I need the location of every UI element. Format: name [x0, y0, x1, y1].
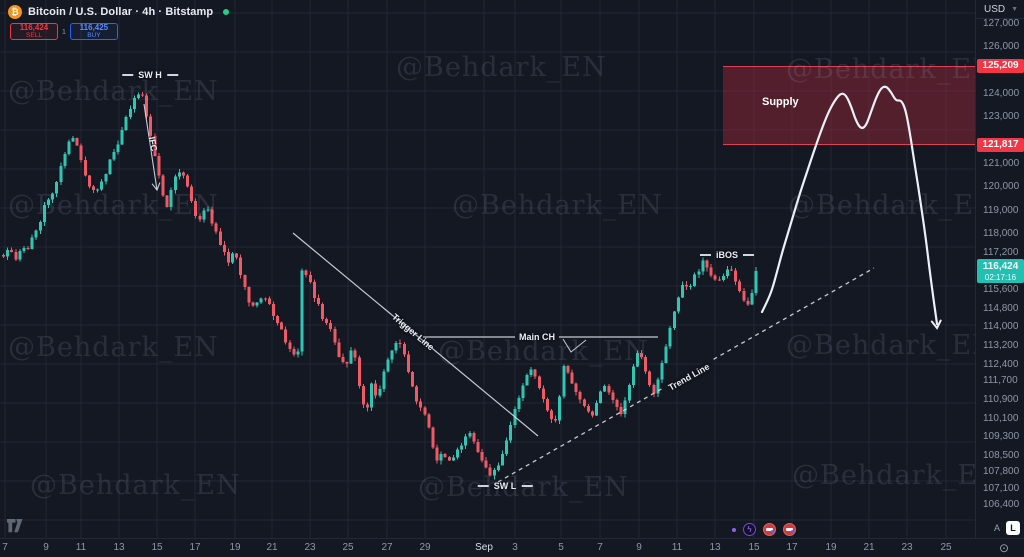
ibos-label[interactable]: iBOS — [700, 250, 754, 260]
time-tick: 11 — [671, 542, 683, 553]
tradingview-logo[interactable] — [7, 519, 24, 538]
time-tick: 7 — [597, 542, 603, 553]
price-tick: 117,200 — [983, 246, 1019, 258]
time-tick: 17 — [786, 542, 798, 553]
price-tick: 112,400 — [983, 358, 1019, 370]
time-tick: 21 — [266, 542, 278, 553]
price-tick: 108,500 — [983, 450, 1020, 461]
time-axis[interactable]: 7 9 11 13 15 17 19 21 23 25 27 29 Sep 3 5 7 9 11 13 15 17 19 2… — [0, 538, 1024, 557]
currency-label: USD — [984, 3, 1006, 15]
time-tick: 9 — [636, 542, 642, 553]
time-tick: 21 — [863, 542, 875, 553]
price-tick: 114,800 — [983, 302, 1019, 314]
event-marker-red-icon[interactable] — [783, 523, 796, 536]
currency-dropdown[interactable]: USD ▼ — [976, 0, 1024, 19]
price-tick: 126,000 — [983, 41, 1020, 52]
event-marker-red-icon[interactable] — [763, 523, 776, 536]
time-tick: 17 — [189, 542, 201, 553]
sell-price: 116,424 — [19, 22, 49, 32]
price-tick: 120,000 — [983, 181, 1020, 193]
time-tick: 23 — [304, 542, 316, 553]
supply-bottom-price-label: 121,817 — [977, 137, 1024, 152]
time-tick: 3 — [512, 542, 518, 553]
sell-button[interactable]: 116,424 SELL — [10, 23, 58, 40]
time-tick: 7 — [2, 542, 8, 553]
chart-header: ₿ Bitcoin / U.S. Dollar · 4h · Bitstamp … — [8, 4, 230, 40]
swing-high-label[interactable]: SW H — [122, 70, 178, 80]
price-tick: 110,100 — [983, 412, 1019, 424]
price-tick: 115,600 — [983, 284, 1019, 295]
timeline-markers: ϟ — [732, 523, 796, 536]
supply-top-price-label: 125,209 — [977, 58, 1024, 73]
time-tick: 19 — [229, 542, 241, 553]
buy-button[interactable]: 116,425 BUY — [69, 22, 118, 40]
price-tick: 124,000 — [983, 87, 1020, 99]
time-tick: 15 — [748, 542, 760, 553]
buy-label: BUY — [87, 31, 101, 39]
annotation-drawings — [143, 85, 942, 483]
time-tick: 13 — [709, 542, 721, 553]
candlestick-chart[interactable] — [0, 0, 975, 538]
price-tick: 109,300 — [983, 431, 1020, 443]
price-tick: 111,700 — [983, 375, 1018, 387]
time-tick: 11 — [75, 542, 87, 553]
price-tick: 110,900 — [983, 393, 1019, 405]
log-scale-button[interactable]: L — [1006, 521, 1020, 535]
time-tick: 9 — [43, 542, 49, 553]
event-marker-purple-icon[interactable]: ϟ — [743, 523, 756, 536]
axis-settings-icon[interactable]: ⊙ — [999, 541, 1010, 555]
price-tick: 121,000 — [983, 157, 1020, 169]
symbol-title[interactable]: Bitcoin / U.S. Dollar · 4h · Bitstamp — [28, 6, 214, 18]
time-tick: 29 — [419, 542, 431, 553]
time-tick: 23 — [901, 542, 913, 553]
buy-price: 116,425 — [79, 22, 109, 32]
time-tick: 5 — [558, 542, 564, 553]
price-tick: 107,100 — [983, 482, 1020, 494]
price-tick: 107,800 — [983, 466, 1020, 478]
price-tick: 127,000 — [983, 17, 1020, 29]
bar-countdown: 02:17:16 — [984, 272, 1017, 282]
event-dot-icon — [732, 527, 736, 532]
auto-scale-button[interactable]: A — [993, 523, 1000, 533]
price-axis[interactable]: USD ▼ 127,000 126,000 124,000 123,000 121,00… — [975, 0, 1024, 538]
time-tick: 27 — [381, 542, 393, 553]
time-tick: 13 — [113, 542, 125, 553]
sell-label: SELL — [26, 31, 42, 39]
time-tick: 15 — [151, 542, 163, 553]
swing-low-label[interactable]: SW L — [478, 481, 533, 491]
market-status-dot — [223, 9, 230, 15]
time-tick: 25 — [342, 542, 354, 553]
chevron-down-icon: ▼ — [1011, 5, 1018, 13]
price-tick: 113,200 — [983, 340, 1019, 352]
last-price-label: 116,424 02:17:16 — [977, 258, 1024, 283]
price-tick: 123,000 — [983, 111, 1020, 123]
time-tick: 19 — [825, 542, 837, 553]
time-tick: Sep — [475, 542, 493, 553]
supply-zone-label[interactable]: Supply — [762, 96, 799, 108]
main-ch-label[interactable]: Main CH — [515, 332, 559, 342]
price-tick: 118,000 — [983, 228, 1019, 239]
supply-zone[interactable] — [723, 65, 975, 145]
price-tick: 119,000 — [983, 204, 1019, 216]
price-tick: 106,400 — [983, 499, 1020, 511]
price-tick: 114,000 — [983, 321, 1019, 333]
time-tick: 25 — [940, 542, 952, 553]
chart-canvas[interactable]: Supply SW H IFC Trigger Line Main CH Tre… — [0, 0, 975, 538]
bitcoin-icon: ₿ — [8, 5, 22, 19]
spread-value: 1 — [62, 29, 66, 36]
